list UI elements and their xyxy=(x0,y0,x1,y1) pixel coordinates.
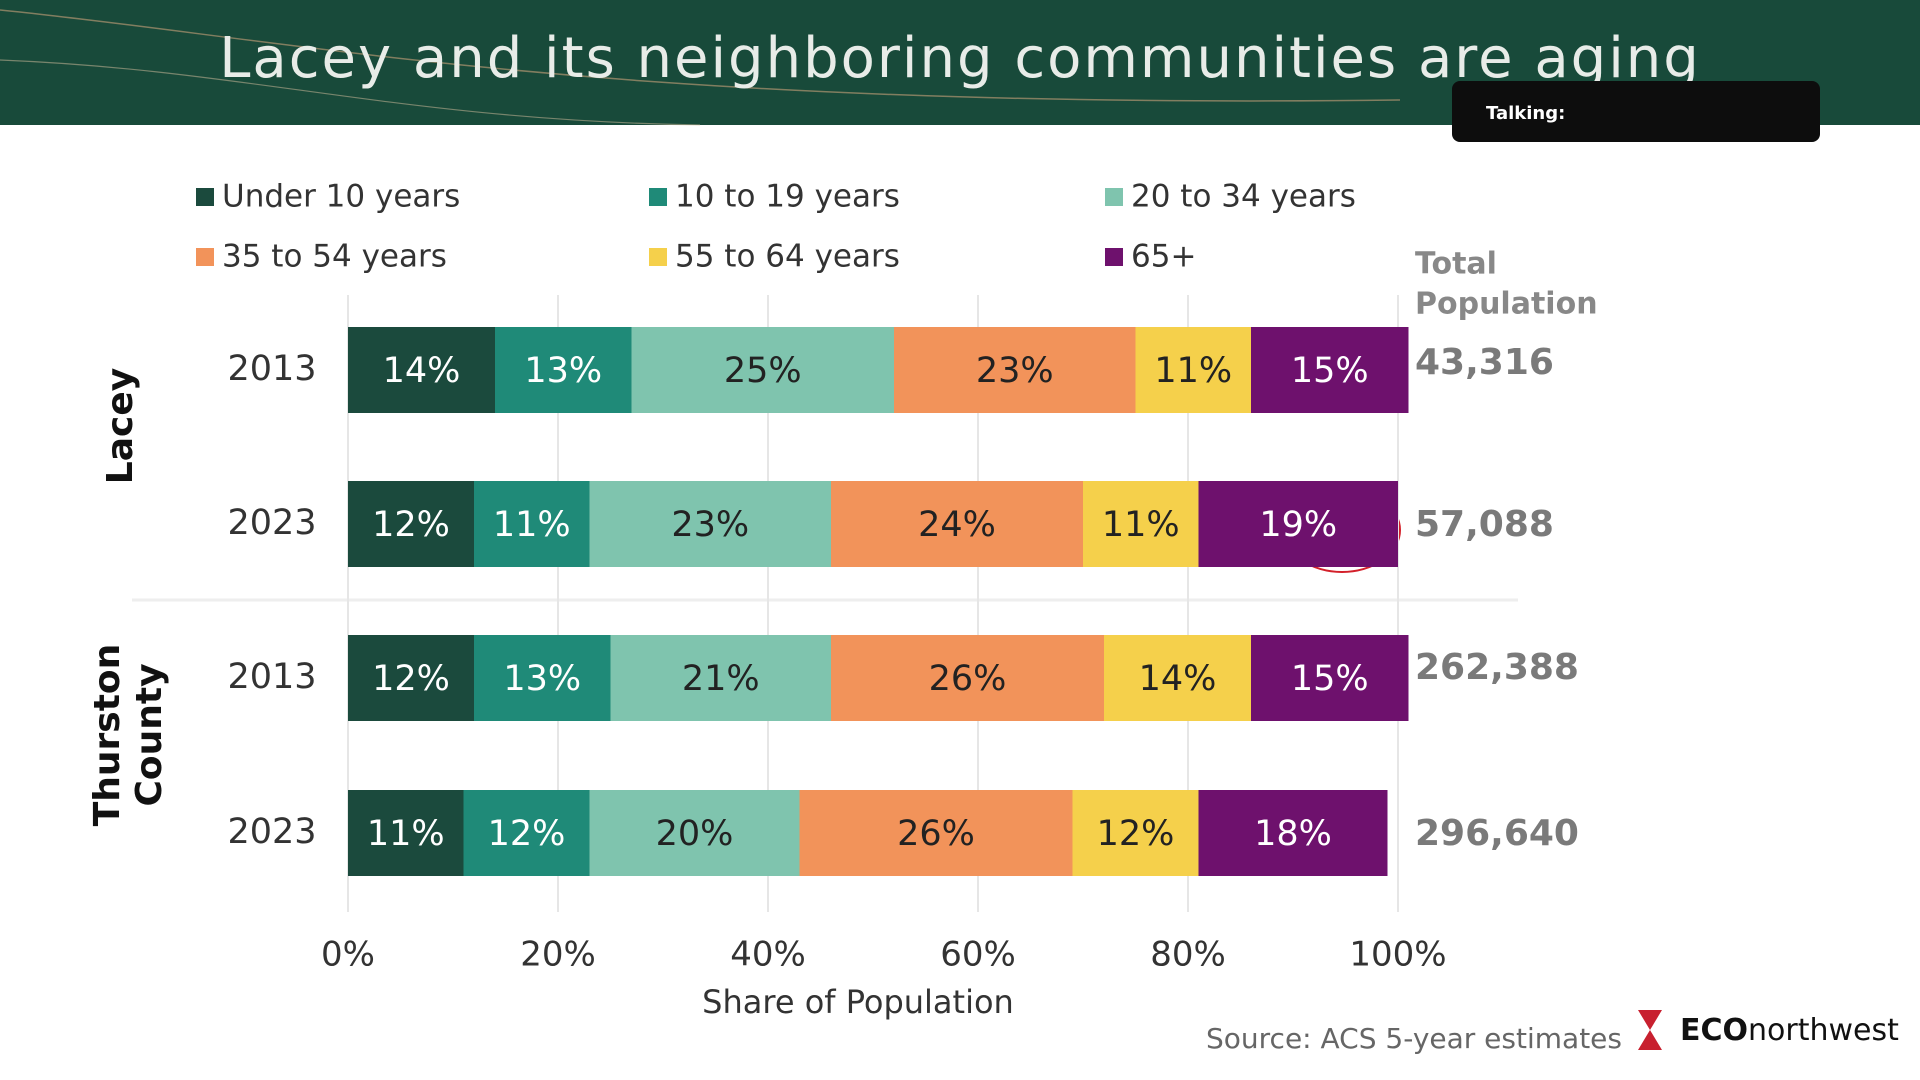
group-label: Lacey xyxy=(100,368,141,484)
legend-label: Under 10 years xyxy=(222,179,460,215)
data-label: 26% xyxy=(929,659,1007,699)
bar-segment xyxy=(348,790,464,876)
x-tick-label: 60% xyxy=(940,935,1016,975)
bar-segment xyxy=(1198,790,1388,876)
data-label: 11% xyxy=(1102,505,1180,545)
data-label: 26% xyxy=(897,814,975,854)
bar-segment xyxy=(348,635,474,721)
bar-segment xyxy=(831,481,1083,567)
slide-title: Lacey and its neighboring communities ar… xyxy=(219,26,1701,91)
data-label: 25% xyxy=(724,351,802,391)
bar-segment xyxy=(894,327,1136,413)
data-label: 12% xyxy=(1097,814,1175,854)
category-label: 2013 xyxy=(227,349,316,389)
bar-segment xyxy=(589,790,800,876)
legend-label: 65+ xyxy=(1131,239,1196,275)
group-label-line: Thurston xyxy=(87,644,128,827)
bar-segment xyxy=(348,327,495,413)
data-label: 15% xyxy=(1291,351,1369,391)
data-label: 20% xyxy=(656,814,734,854)
bar-segment xyxy=(1135,327,1251,413)
data-label: 11% xyxy=(367,814,445,854)
header-decoration xyxy=(0,59,701,126)
group-label: ThurstonCounty xyxy=(87,644,170,827)
legend-swatch xyxy=(1105,248,1123,266)
logo-icon xyxy=(1638,1010,1662,1050)
data-label: 23% xyxy=(671,505,749,545)
totals-header: Population xyxy=(1415,287,1598,322)
data-label: 15% xyxy=(1291,659,1369,699)
category-label: 2013 xyxy=(227,657,316,697)
category-label: 2023 xyxy=(227,812,316,852)
x-tick-label: 40% xyxy=(730,935,806,975)
data-label: 11% xyxy=(1154,351,1232,391)
legend-label: 35 to 54 years xyxy=(222,239,447,275)
data-label: 12% xyxy=(372,659,450,699)
x-tick-label: 0% xyxy=(321,935,375,975)
legend-swatch xyxy=(649,248,667,266)
source-note: Source: ACS 5-year estimates xyxy=(1206,1022,1622,1055)
talking-overlay xyxy=(1452,81,1820,142)
legend-swatch xyxy=(1105,188,1123,206)
logo-bold: ECO xyxy=(1680,1013,1748,1048)
bar-segment xyxy=(1251,327,1409,413)
logo: ECOnorthwest xyxy=(1680,1013,1899,1048)
data-label: 12% xyxy=(488,814,566,854)
bar-segment xyxy=(631,327,894,413)
x-tick-label: 100% xyxy=(1349,935,1446,975)
legend-label: 55 to 64 years xyxy=(675,239,900,275)
legend-swatch xyxy=(196,248,214,266)
bar-segment xyxy=(610,635,831,721)
bar-segment xyxy=(463,790,590,876)
bar-segment xyxy=(589,481,831,567)
bar-segment xyxy=(831,635,1104,721)
total-population: 262,388 xyxy=(1415,647,1579,688)
bar-segment xyxy=(1198,481,1398,567)
bar-segment xyxy=(348,481,474,567)
group-label-line: County xyxy=(129,663,170,806)
total-population: 43,316 xyxy=(1415,342,1554,383)
data-label: 19% xyxy=(1259,505,1337,545)
x-tick-label: 80% xyxy=(1150,935,1226,975)
logo-rest: northwest xyxy=(1748,1013,1899,1048)
data-label: 14% xyxy=(1139,659,1217,699)
x-axis-title: Share of Population xyxy=(702,983,1014,1021)
total-population: 57,088 xyxy=(1415,504,1554,545)
data-label: 12% xyxy=(372,505,450,545)
bar-segment xyxy=(1072,790,1199,876)
category-label: 2023 xyxy=(227,503,316,543)
bar-segment xyxy=(474,481,590,567)
bar-segment xyxy=(474,635,611,721)
bar-segment xyxy=(1083,481,1199,567)
data-label: 18% xyxy=(1254,814,1332,854)
talking-label: Talking: xyxy=(1486,103,1565,124)
legend-swatch xyxy=(649,188,667,206)
bar-segment xyxy=(799,790,1073,876)
data-label: 23% xyxy=(976,351,1054,391)
data-label: 13% xyxy=(524,351,602,391)
data-label: 13% xyxy=(503,659,581,699)
legend-label: 10 to 19 years xyxy=(675,179,900,215)
header-decoration xyxy=(0,9,1401,102)
data-label: 21% xyxy=(682,659,760,699)
data-label: 24% xyxy=(918,505,996,545)
bar-segment xyxy=(1251,635,1409,721)
bar-segment xyxy=(1104,635,1251,721)
total-population: 296,640 xyxy=(1415,813,1579,854)
totals-header: Total xyxy=(1415,247,1497,282)
data-label: 11% xyxy=(493,505,571,545)
data-label: 14% xyxy=(383,351,461,391)
legend-swatch xyxy=(196,188,214,206)
bar-segment xyxy=(495,327,632,413)
x-tick-label: 20% xyxy=(520,935,596,975)
legend-label: 20 to 34 years xyxy=(1131,179,1356,215)
